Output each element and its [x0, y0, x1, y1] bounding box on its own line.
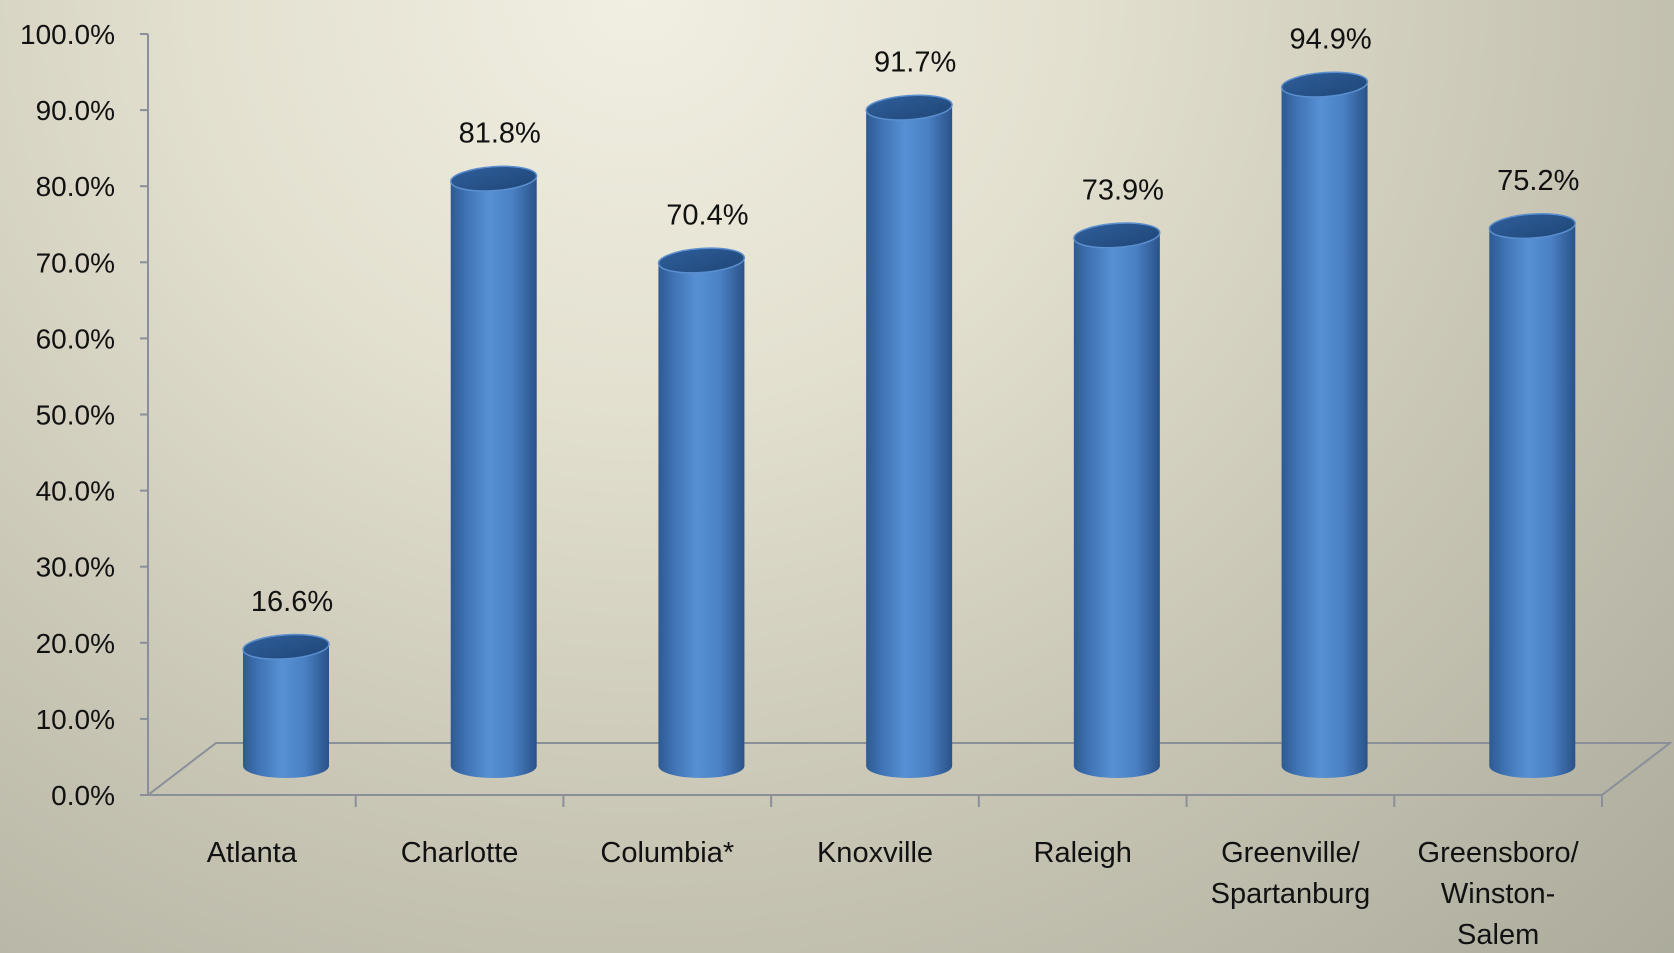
bar-series — [242, 71, 1576, 779]
bar-body — [450, 178, 537, 778]
bar-top — [657, 247, 746, 274]
bar-body — [1489, 226, 1576, 779]
bar-top — [242, 633, 330, 660]
bar-body — [658, 260, 745, 778]
bar — [865, 94, 953, 779]
bar-value-label: 91.7% — [874, 47, 956, 79]
x-category-label: Greenville/Spartanburg — [1211, 837, 1371, 910]
y-tick-label: 70.0% — [36, 247, 115, 278]
bar-top — [865, 94, 953, 121]
bar — [242, 633, 330, 778]
bar-value-label: 75.2% — [1497, 165, 1579, 197]
x-axis-category-labels: Atlanta Charlotte Columbia* Knoxville Raleig… — [207, 837, 1580, 951]
x-category-label: Columbia* — [600, 837, 734, 869]
y-tick-label: 40.0% — [36, 476, 115, 507]
y-tick-label: 20.0% — [36, 628, 115, 659]
bar-value-label: 73.9% — [1082, 174, 1164, 206]
bar-value-label: 94.9% — [1289, 24, 1371, 56]
bar — [1280, 71, 1369, 779]
x-category-label: Raleigh — [1034, 837, 1132, 869]
bar — [1488, 212, 1576, 779]
x-category-label: Greensboro/Winston-Salem — [1418, 837, 1580, 951]
bar-top — [1280, 71, 1369, 98]
bar-body — [1073, 235, 1160, 778]
bar-top — [450, 165, 538, 192]
y-tick-label: 80.0% — [36, 171, 115, 202]
bar-body — [1281, 84, 1368, 779]
bar-value-label: 70.4% — [666, 200, 748, 232]
x-axis-ticks — [354, 795, 1603, 807]
y-tick-label: 60.0% — [36, 323, 115, 354]
x-category-label: Knoxville — [817, 837, 933, 869]
y-tick-label: 0.0% — [51, 780, 115, 811]
bar-top — [1488, 212, 1576, 240]
y-tick-label: 10.0% — [36, 704, 115, 735]
bar-top — [1073, 222, 1161, 249]
bar-value-label: 81.8% — [459, 118, 541, 150]
y-tick-label: 100.0% — [20, 19, 115, 50]
bar — [657, 247, 746, 778]
bar — [450, 165, 538, 778]
bar-body — [243, 646, 329, 778]
y-axis-ticks: 0.0% 10.0% 20.0% 30.0% 40.0% 50.0% 60.0% 70.0% 8… — [20, 19, 148, 811]
y-tick-label: 90.0% — [36, 95, 115, 126]
x-category-label: Atlanta — [207, 837, 298, 869]
x-category-label: Charlotte — [401, 837, 519, 869]
data-labels: 16.6% 81.8% 70.4% 91.7% 73.9% 94.9% 75.2% — [251, 24, 1580, 618]
bar — [1073, 222, 1161, 778]
y-tick-label: 30.0% — [36, 552, 115, 583]
bar-body — [866, 107, 953, 779]
y-tick-label: 50.0% — [36, 400, 115, 431]
bar-value-label: 16.6% — [251, 586, 333, 618]
